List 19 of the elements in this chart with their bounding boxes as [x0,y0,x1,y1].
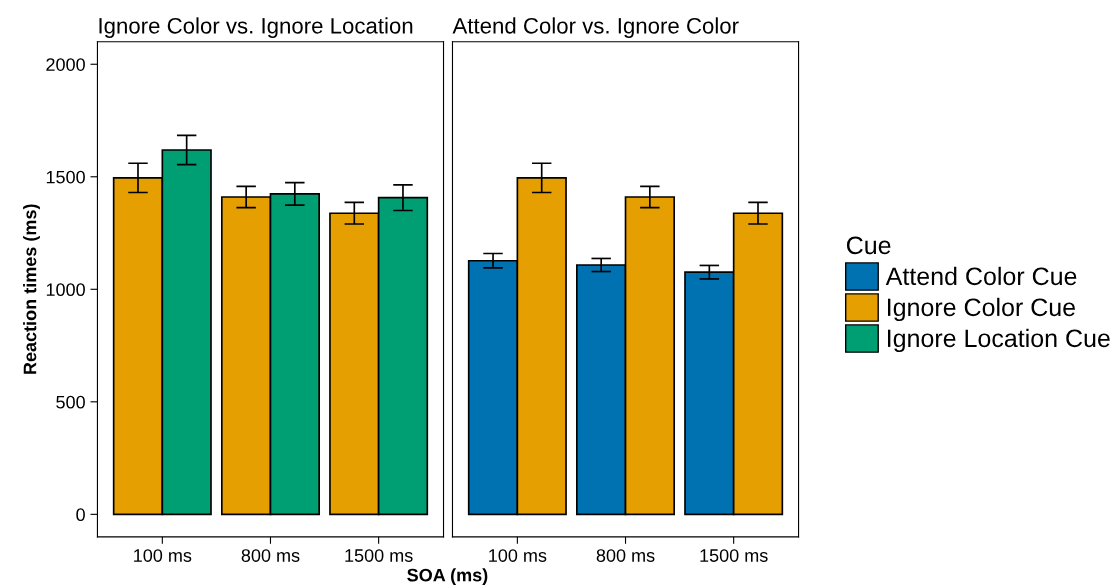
x-tick-label: 1500 ms [700,549,768,562]
y-tick-label: 1000 [46,283,85,297]
chart-title: Ignore Color vs. Ignore Location [99,17,413,39]
y-tick-label: 1500 [46,170,85,184]
y-tick-label: 2000 [46,58,85,71]
x-tick-label: 800 ms [241,549,300,562]
y-tick-label: 500 [56,395,85,409]
x-tick-label: 1500 ms [345,549,413,562]
legend-title: Cue [846,236,891,255]
x-axis-title: SOA (ms) [407,568,488,586]
legend-label: Ignore Color Cue [888,297,1075,322]
x-tick-label: 100 ms [489,549,547,562]
y-axis-title: Reaction times (ms) [23,204,40,374]
y-tick-label: 0 [76,508,85,522]
x-tick-label: 800 ms [596,549,655,562]
legend-label: Attend Color Cue [885,266,1077,286]
x-tick-label: 100 ms [134,549,192,562]
legend-label: Ignore Location Cue [888,328,1110,353]
chart-title: Attend Color vs. Ignore Color [452,17,739,39]
